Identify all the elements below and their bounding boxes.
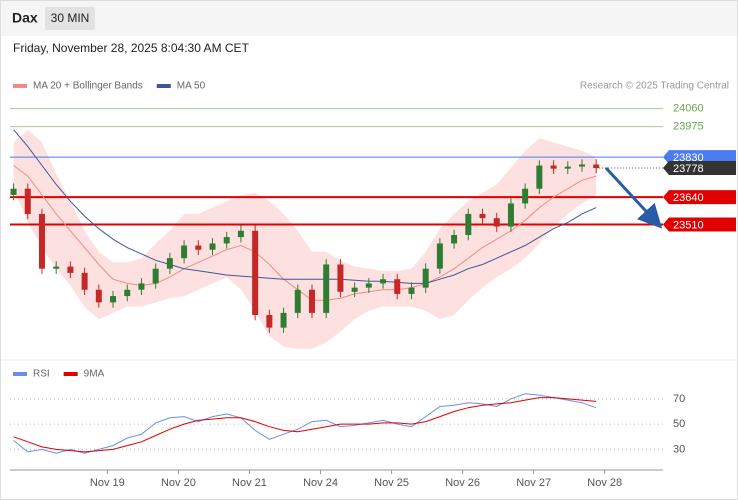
candle-body xyxy=(578,164,585,167)
candle-body xyxy=(81,272,88,290)
candle-body xyxy=(138,283,145,290)
legend-swatch xyxy=(63,372,78,376)
forecast-arrow xyxy=(604,166,663,229)
level-label: 24060 xyxy=(673,103,704,115)
bollinger-band xyxy=(13,129,597,349)
candle-body xyxy=(351,287,358,292)
candle-body xyxy=(308,289,315,313)
candle-body xyxy=(507,203,514,227)
copyright: Research © 2025 Trading Central xyxy=(580,81,729,92)
candle-body xyxy=(522,188,529,204)
candle-body xyxy=(550,165,557,169)
x-tick-label: Nov 19 xyxy=(90,477,125,489)
candle-body xyxy=(67,266,74,273)
rsi-line xyxy=(13,393,597,454)
level-label: 23975 xyxy=(673,120,704,132)
legend-label: 9MA xyxy=(84,369,105,380)
candle-body xyxy=(436,243,443,269)
y-tick-label: 30 xyxy=(673,443,685,455)
price-panel: 24060 23975 23830 23640 23510 23778 MA 20 + Bo… xyxy=(10,81,736,349)
candle-body xyxy=(280,312,287,328)
header-bar xyxy=(1,1,737,36)
candle-body xyxy=(294,289,301,313)
symbol: Dax xyxy=(12,10,38,26)
candle-body xyxy=(493,218,500,227)
x-tick-label: Nov 26 xyxy=(445,477,480,489)
ma-line xyxy=(13,129,597,284)
candle-body xyxy=(337,264,344,292)
candle-body xyxy=(223,237,230,244)
last-price-box xyxy=(663,161,736,176)
level-label: 23510 xyxy=(673,219,704,231)
candle-body xyxy=(394,279,401,294)
x-tick-label: Nov 24 xyxy=(303,477,338,489)
candle-body xyxy=(38,213,45,269)
candle-body xyxy=(479,213,486,219)
candle-body xyxy=(152,268,159,284)
candle-body xyxy=(10,188,17,195)
legend-swatch xyxy=(156,84,171,88)
candle-body xyxy=(181,245,188,259)
candle-body xyxy=(593,164,600,169)
candle-body xyxy=(110,296,117,303)
interval-button[interactable] xyxy=(45,7,95,30)
x-tick-label: Nov 20 xyxy=(161,477,196,489)
legend-swatch xyxy=(13,372,27,376)
level-box xyxy=(663,217,736,232)
candle-body xyxy=(209,243,216,250)
candle-body xyxy=(266,315,273,328)
ma-line xyxy=(13,165,597,301)
candle-body xyxy=(323,264,330,313)
y-tick-label: 70 xyxy=(673,393,685,405)
rsi-line xyxy=(13,397,597,453)
level-box xyxy=(663,150,736,165)
candle-body xyxy=(380,279,387,284)
candle-body xyxy=(365,283,372,288)
candle-body xyxy=(95,289,102,303)
candle-body xyxy=(465,213,472,235)
candle-body xyxy=(53,266,60,269)
legend-label: MA 20 + Bollinger Bands xyxy=(33,81,143,92)
x-tick-label: Nov 25 xyxy=(374,477,409,489)
candle-body xyxy=(124,289,131,297)
x-tick-label: Nov 27 xyxy=(516,477,551,489)
level-label: 23830 xyxy=(673,152,704,164)
legend-swatch xyxy=(13,84,27,88)
interval[interactable]: 30 MIN xyxy=(51,11,90,25)
candle-body xyxy=(451,235,458,244)
candle-body xyxy=(24,188,31,214)
candle-body xyxy=(252,230,259,315)
level-box xyxy=(663,190,736,205)
candle-body xyxy=(166,258,173,269)
legend-label: RSI xyxy=(33,369,50,380)
last-price-label: 23778 xyxy=(673,163,704,175)
timestamp: Friday, November 28, 2025 8:04:30 AM CET xyxy=(13,41,250,55)
candle-body xyxy=(536,165,543,189)
candle-body xyxy=(564,166,571,169)
y-tick-label: 50 xyxy=(673,418,685,430)
legend-label: MA 50 xyxy=(177,81,206,92)
x-tick-label: Nov 21 xyxy=(232,477,267,489)
candle-body xyxy=(195,245,202,250)
rsi-panel: 30 50 70 Nov 19 Nov 20 Nov 21 Nov 24 Nov 25 Nov … xyxy=(10,369,685,489)
candle-body xyxy=(237,230,244,238)
candle-body xyxy=(422,268,429,288)
level-label: 23640 xyxy=(673,192,704,204)
x-tick-label: Nov 28 xyxy=(587,477,622,489)
candle-body xyxy=(408,287,415,294)
